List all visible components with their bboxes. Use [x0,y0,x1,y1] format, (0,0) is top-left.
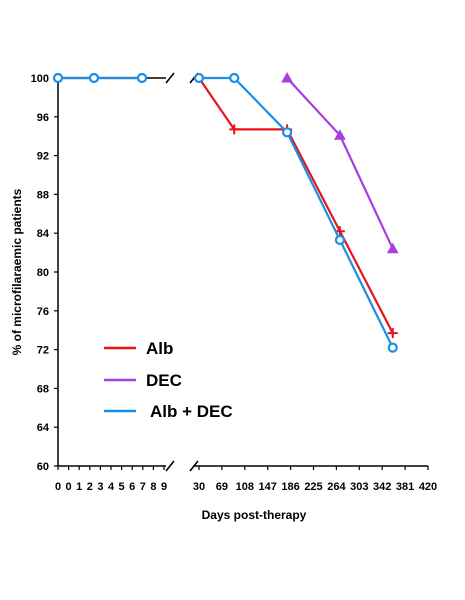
circle-marker [136,72,148,84]
x-tick-label: 9 [161,481,167,493]
x-tick-label: 381 [396,481,414,493]
x-axis-title: Days post-therapy [202,508,307,522]
break-mark [165,460,175,472]
x-tick-label: 8 [150,481,156,493]
y-tick-label: 80 [37,267,49,279]
y-tick-label: 96 [37,112,49,124]
legend: Alb DEC Alb + DEC [104,339,233,421]
plus-marker [229,124,240,135]
series-line [199,76,394,349]
x-tick-label: 1 [76,481,82,493]
y-tick-label: 60 [37,461,49,473]
x-tick-label: 108 [236,481,254,493]
series-alb-dec [52,72,398,353]
circle-marker [193,72,205,84]
y-tick-label: 68 [37,383,49,395]
x-tick-label: 225 [304,481,322,493]
series-dec [281,71,399,254]
x-tick-label: 7 [140,481,146,493]
triangle-marker [281,71,293,83]
x-tick-group: 0 0 1 2 3 4 5 6 7 8 9 30 69 108 147 186 225 264 303 342 381 4… [55,466,437,493]
y-tick-label: 88 [37,189,49,201]
y-tick-label: 64 [37,422,50,434]
y-axis: 60 64 68 72 76 80 84 88 92 96 100 [31,73,59,473]
x-tick-label: 30 [193,481,205,493]
legend-label: Alb [146,339,173,358]
y-tick-group: 60 64 68 72 76 80 84 88 92 96 100 [31,73,58,473]
x-tick-label: 3 [97,481,103,493]
x-tick-label: 0 [55,481,61,493]
series-layer [52,71,399,353]
x-tick-label: 264 [327,481,346,493]
y-tick-label: 72 [37,345,49,357]
y-tick-label: 76 [37,306,49,318]
x-tick-label: 186 [281,481,299,493]
x-tick-label: 6 [129,481,135,493]
break-mark [189,460,199,472]
x-axis: 0 0 1 2 3 4 5 6 7 8 9 30 69 108 147 186 225 264 303 342 381 4… [55,465,437,493]
series-alb [53,73,398,339]
triangle-marker [334,129,346,140]
x-tick-label: 5 [119,481,125,493]
triangle-marker [386,242,399,254]
x-tick-label: 420 [419,481,437,493]
x-tick-label: 303 [350,481,368,493]
plus-marker [387,328,398,339]
circle-marker [52,72,64,84]
legend-label: DEC [146,371,182,390]
legend-label: Alb + DEC [150,402,233,421]
x-tick-label: 69 [216,481,228,493]
x-tick-label: 0 [66,481,72,493]
y-tick-label: 92 [37,151,49,163]
x-tick-label: 4 [108,481,115,493]
x-tick-label: 147 [259,481,277,493]
break-mark [165,72,175,84]
x-tick-label: 2 [87,481,93,493]
x-tick-label: 342 [373,481,391,493]
y-tick-label: 100 [31,73,49,85]
circle-marker [334,234,346,246]
circle-marker [229,72,240,84]
y-tick-label: 84 [37,228,50,240]
circle-marker [281,127,293,138]
circle-marker [88,72,100,84]
y-axis-title: % of microfilaraemic patients [10,188,24,355]
circle-marker [387,342,398,353]
series-line [198,77,394,334]
